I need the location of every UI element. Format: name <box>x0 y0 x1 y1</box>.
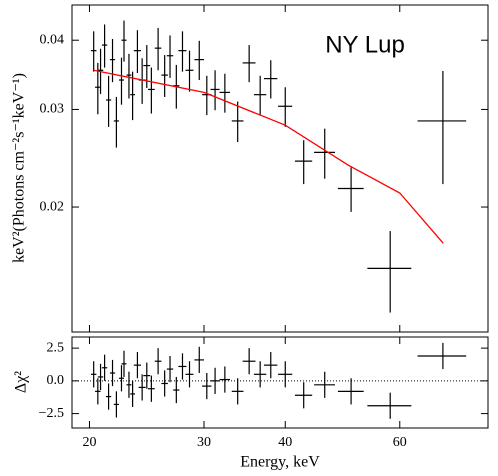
x-axis-label: Energy, keV <box>240 454 320 471</box>
y-tick-label: 0.04 <box>40 32 65 47</box>
x-tick-label: 60 <box>393 435 407 450</box>
x-tick-label: 30 <box>197 435 211 450</box>
annotation: NY Lup <box>325 31 405 58</box>
y-axis-label: Δχ² <box>13 371 30 393</box>
y-tick-label: 0.03 <box>40 102 65 117</box>
x-tick-label: 20 <box>82 435 96 450</box>
bottom-frame <box>71 336 489 429</box>
x-tick-label: 40 <box>278 435 292 450</box>
y-tick-label: 2.5 <box>47 340 65 355</box>
model-line <box>93 69 444 244</box>
y-tick-label: −2.5 <box>39 406 64 421</box>
y-tick-label: 0.0 <box>47 373 65 388</box>
top-frame <box>71 4 489 333</box>
y-tick-label: 0.02 <box>40 199 65 214</box>
y-axis-label: keV²(Photons cm⁻²s⁻¹keV⁻¹) <box>11 73 28 263</box>
